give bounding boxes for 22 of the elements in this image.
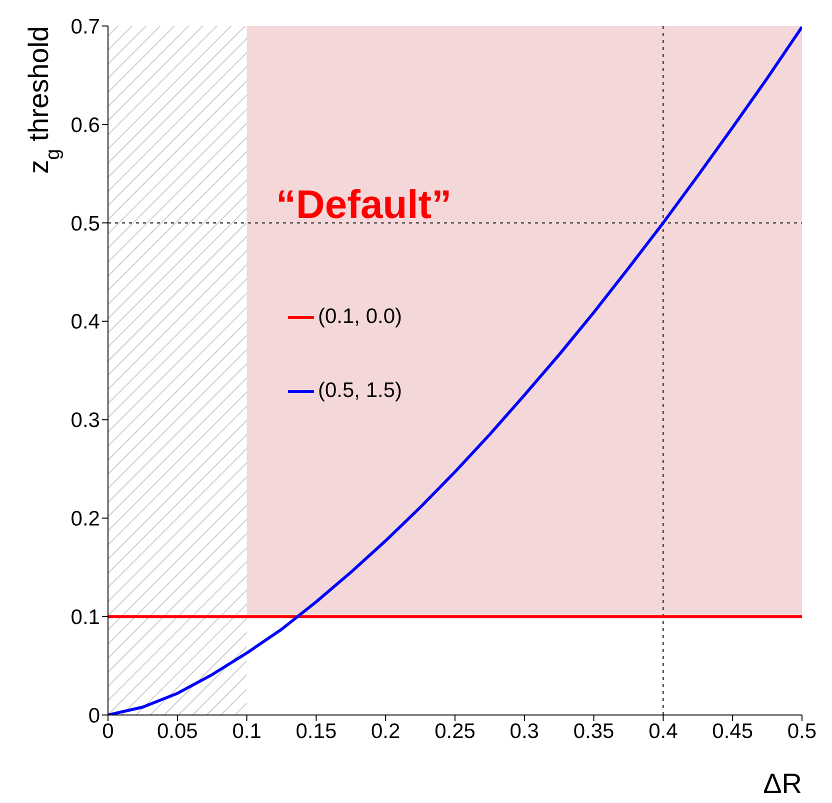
y-tick-label: 0 (88, 704, 100, 728)
y-tick-label: 0.3 (70, 409, 100, 432)
x-tick-label: 0.5 (787, 720, 817, 743)
y-tick-label: 0.7 (70, 15, 100, 38)
y-tick-label: 0.6 (70, 114, 100, 137)
x-tick-label: 0.2 (371, 720, 400, 743)
y-tick-label: 0.5 (70, 212, 100, 236)
x-tick-label: 0.35 (573, 720, 614, 743)
legend-label: (0.5, 1.5) (318, 379, 402, 403)
x-tick-label: 0.25 (434, 720, 476, 743)
x-tick-label: 0.45 (712, 720, 754, 743)
y-tick-label: 0.4 (70, 310, 100, 334)
x-tick-label: 0.4 (648, 720, 678, 743)
x-tick-label: 0.05 (156, 720, 198, 743)
legend-label: (0.1, 0.0) (318, 305, 402, 329)
x-tick-label: 0.3 (510, 720, 539, 743)
x-axis-title: ΔR (763, 768, 802, 799)
x-tick-label: 0.15 (296, 720, 337, 743)
x-tick-label: 0.1 (232, 720, 262, 743)
annotation: “Default” (276, 183, 452, 228)
y-tick-label: 0.1 (70, 606, 100, 630)
y-tick-label: 0.2 (70, 508, 100, 531)
